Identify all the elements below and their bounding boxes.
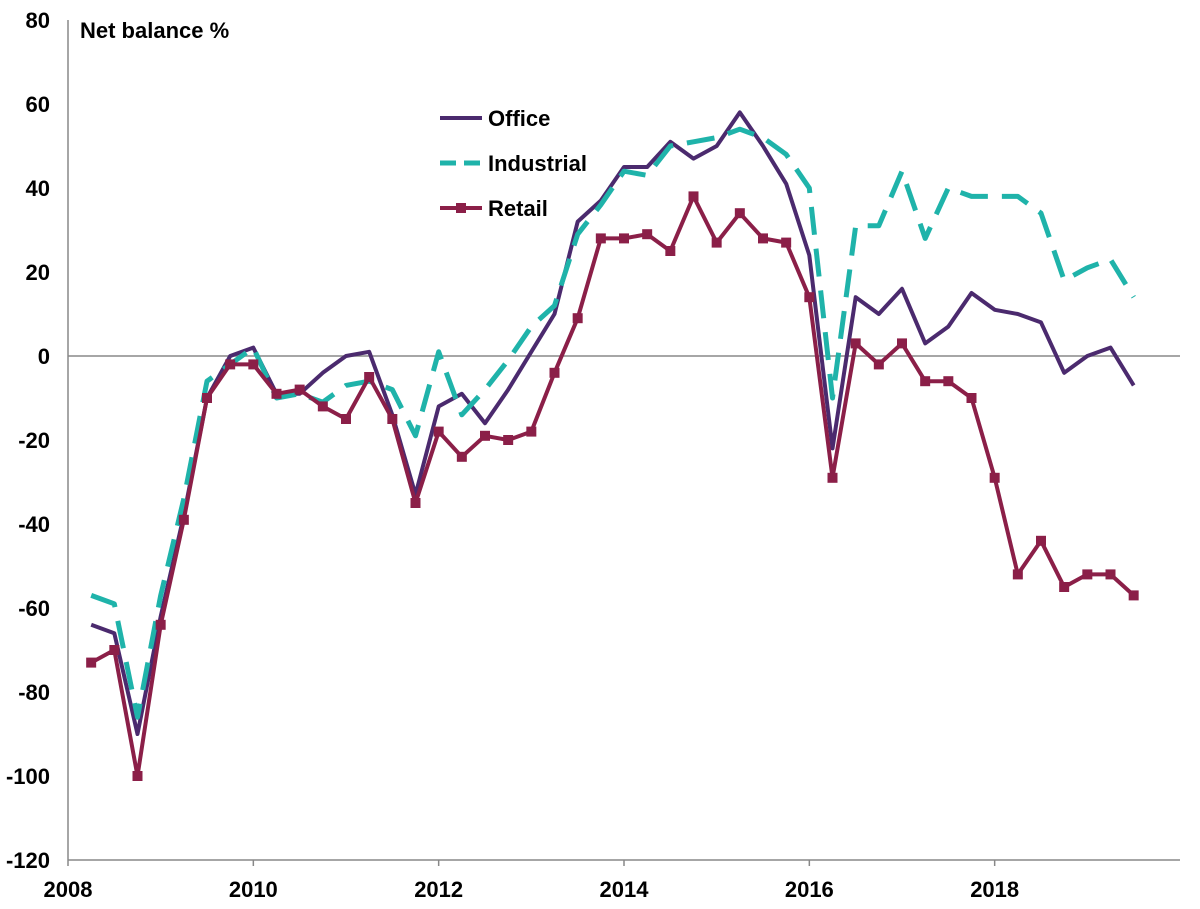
data-point-retail <box>897 338 907 349</box>
data-point-retail <box>619 233 629 244</box>
data-point-retail <box>132 771 143 781</box>
data-point-retail <box>433 426 444 437</box>
data-point-retail <box>642 229 653 240</box>
data-point-retail <box>758 233 768 244</box>
y-tick-label: 0 <box>38 344 50 369</box>
data-point-retail <box>178 514 189 525</box>
y-tick-label: -60 <box>18 596 50 621</box>
y-tick-labels: 80 60 40 20 0 -20 -40 -60 -80 -100 -120 <box>6 8 50 873</box>
y-tick-label: -120 <box>6 848 50 873</box>
y-tick-label: 60 <box>26 92 50 117</box>
data-point-retail <box>966 393 977 403</box>
data-point-retail <box>549 367 560 378</box>
data-point-retail <box>1082 569 1093 580</box>
data-point-retail <box>827 472 838 483</box>
data-point-retail <box>526 426 537 437</box>
y-tick-label: -40 <box>18 512 50 537</box>
y-tick-label: 40 <box>26 176 50 201</box>
y-tick-label: 20 <box>26 260 50 285</box>
legend-label-retail: Retail <box>488 196 548 221</box>
data-point-retail <box>665 246 676 256</box>
x-tick-label: 2008 <box>44 877 93 902</box>
data-point-retail <box>410 498 421 508</box>
data-point-retail <box>480 430 490 441</box>
data-point-retail <box>920 376 931 387</box>
data-point-retail <box>804 292 815 303</box>
data-point-retail <box>873 359 884 370</box>
legend-marker-retail <box>456 203 466 213</box>
data-point-retail <box>109 645 120 655</box>
data-point-retail <box>1105 569 1116 580</box>
data-point-retail <box>1012 569 1023 580</box>
legend: Office Industrial Retail <box>440 106 587 221</box>
data-point-retail <box>943 376 954 387</box>
data-point-retail <box>341 414 351 424</box>
x-tick-label: 2016 <box>785 877 834 902</box>
y-axis-label: Net balance % <box>80 18 229 43</box>
data-point-retail <box>781 237 792 248</box>
data-point-retail <box>202 393 212 403</box>
data-point-retail <box>595 233 606 244</box>
data-point-retail <box>572 313 583 324</box>
data-point-retail <box>456 451 467 462</box>
data-point-retail <box>294 384 305 395</box>
y-tick-label: -80 <box>18 680 50 705</box>
data-point-retail <box>271 388 282 399</box>
y-tick-label: 80 <box>26 8 50 33</box>
legend-label-office: Office <box>488 106 550 131</box>
data-point-retail <box>734 208 745 219</box>
y-tick-label: -100 <box>6 764 50 789</box>
x-tick-label: 2012 <box>414 877 463 902</box>
data-point-retail <box>1128 590 1139 601</box>
data-point-retail <box>155 619 166 630</box>
y-tick-label: -20 <box>18 428 50 453</box>
series-layer <box>86 110 1139 781</box>
data-point-retail <box>86 657 97 668</box>
x-tick-label: 2018 <box>970 877 1019 902</box>
data-point-retail <box>317 401 328 412</box>
x-tick-labels: 2008 2010 2012 2014 2016 2018 <box>44 860 1019 902</box>
data-point-retail <box>1059 582 1070 592</box>
series-line-retail <box>90 194 1136 778</box>
data-point-retail <box>850 338 861 349</box>
data-point-retail <box>688 191 699 202</box>
data-point-retail <box>711 237 722 248</box>
data-point-retail <box>503 435 514 445</box>
data-point-retail <box>989 472 1000 483</box>
series-line-industrial <box>90 126 1136 720</box>
data-point-retail <box>248 359 259 370</box>
data-point-retail <box>225 359 236 370</box>
x-tick-label: 2010 <box>229 877 278 902</box>
x-tick-label: 2014 <box>600 877 650 902</box>
data-point-retail <box>1036 535 1046 546</box>
data-point-retail <box>387 414 398 424</box>
legend-label-industrial: Industrial <box>488 151 587 176</box>
data-point-retail <box>364 372 375 382</box>
